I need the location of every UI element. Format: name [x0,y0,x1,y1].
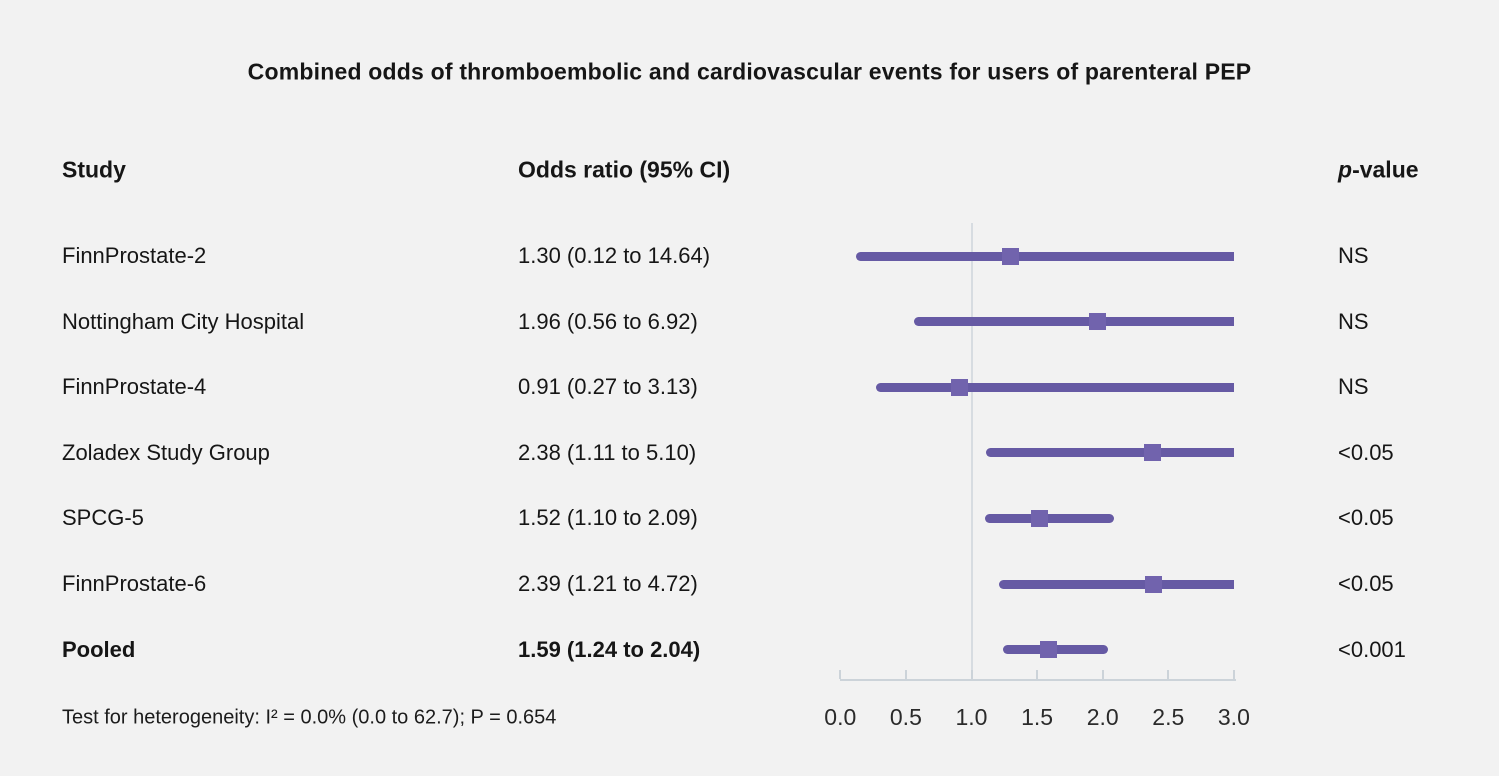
x-axis-tick [970,670,973,679]
x-axis-tick [1167,670,1170,679]
ci-line [856,251,1234,261]
x-axis-tick [839,670,842,679]
study-label: FinnProstate-2 [62,243,207,268]
x-axis-tick-label: 2.0 [1086,704,1119,730]
x-axis-tick [1101,670,1104,679]
column-header-p-value: p-value [1338,157,1419,184]
column-header-study: Study [62,156,126,183]
reference-line [970,223,973,681]
x-axis-tick-label: 0.5 [889,704,922,730]
ci-line [985,448,1234,458]
p-value-label: NS [1338,374,1369,400]
or-ci-label: 1.59 (1.24 to 2.04) [518,636,701,662]
study-label: Nottingham City Hospital [62,308,305,334]
p-value-label: <0.05 [1338,505,1394,531]
study-label: SPCG-5 [62,505,144,531]
ci-line [999,579,1234,589]
p-value-label: NS [1338,243,1369,268]
or-marker [1002,247,1020,265]
or-marker [1031,509,1049,527]
x-axis-tick-label: 1.5 [1021,704,1054,730]
p-value-label: <0.001 [1338,636,1406,662]
or-marker [1145,575,1163,593]
study-label: Zoladex Study Group [62,439,270,465]
x-axis-tick [1036,670,1039,679]
ci-line [913,317,1234,327]
or-ci-label: 1.96 (0.56 to 6.92) [518,308,698,334]
study-label: FinnProstate-4 [62,374,207,400]
p-value-label: <0.05 [1338,571,1394,596]
x-axis-tick [1232,670,1235,679]
or-marker [951,378,969,396]
column-header-odds-ratio: Odds ratio (95% CI) [518,156,731,183]
study-label: FinnProstate-6 [62,571,207,596]
p-value-header-p: p [1338,156,1353,183]
p-value-header-rest: -value [1352,156,1419,183]
or-ci-label: 2.38 (1.11 to 5.10) [518,439,697,465]
p-value-label: <0.05 [1338,439,1394,465]
or-ci-label: 0.91 (0.27 to 3.13) [518,374,698,400]
chart-title: Combined odds of thromboembolic and card… [247,58,1252,85]
x-axis-tick-label: 2.5 [1152,704,1185,730]
x-axis-line [840,679,1236,681]
x-axis-tick [904,670,907,679]
ci-line [875,382,1234,392]
or-marker [1040,641,1058,659]
heterogeneity-note: Test for heterogeneity: I² = 0.0% (0.0 t… [62,706,557,729]
ci-line [984,513,1115,523]
or-ci-label: 1.52 (1.10 to 2.09) [518,505,698,531]
or-marker [1144,444,1162,462]
or-ci-label: 2.39 (1.21 to 4.72) [518,571,698,596]
study-label: Pooled [62,636,136,662]
x-axis-tick-label: 3.0 [1217,704,1250,730]
p-value-label: NS [1338,308,1369,334]
or-ci-label: 1.30 (0.12 to 14.64) [518,243,711,268]
or-marker [1088,313,1106,331]
x-axis-tick-label: 1.0 [955,704,988,730]
x-axis-tick-label: 0.0 [824,704,857,730]
